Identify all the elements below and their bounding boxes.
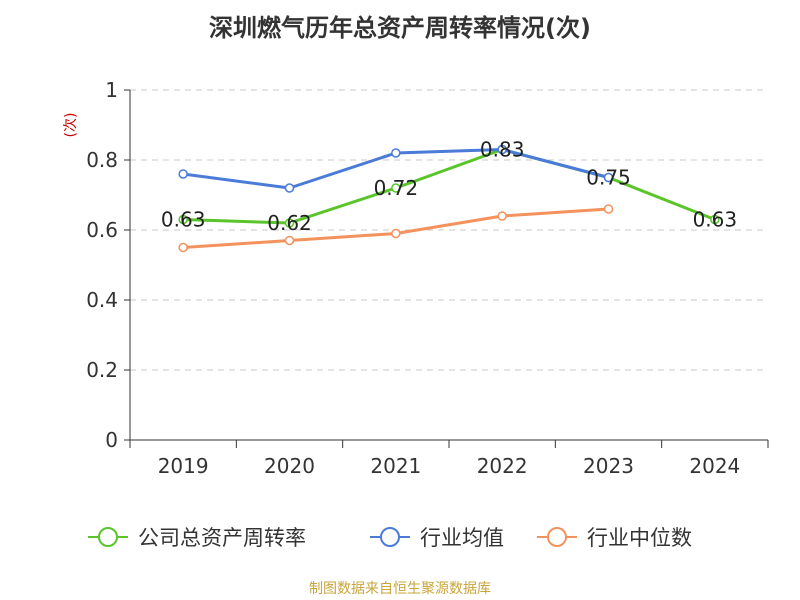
- series-point-3: [391, 228, 401, 239]
- series-point-1: [178, 214, 188, 225]
- series-point-2: [178, 169, 188, 179]
- series-point-3: [497, 211, 507, 221]
- data-label: 0.62: [267, 211, 312, 235]
- y-tick-label: 0: [105, 428, 118, 452]
- data-label: 0.83: [480, 138, 525, 162]
- x-tick-label: 2020: [264, 454, 315, 478]
- series-point-3: [284, 235, 295, 246]
- legend-marker-3: [547, 527, 567, 547]
- legend-label-3: 行业中位数: [587, 526, 692, 550]
- series-point-2: [603, 172, 614, 183]
- data-label: 0.63: [693, 208, 738, 232]
- x-tick-label: 2024: [689, 454, 740, 478]
- x-tick-label: 2023: [583, 454, 634, 478]
- data-label: 0.75: [586, 166, 631, 190]
- series-line-1: [183, 148, 716, 225]
- data-label: 0.72: [374, 176, 419, 200]
- chart-title: 深圳燃气历年总资产周转率情况(次): [209, 14, 591, 42]
- legend-marker-1: [98, 527, 118, 547]
- y-tick-label: 0.2: [86, 358, 118, 382]
- legend-label-2: 行业均值: [420, 526, 504, 550]
- y-tick-label: 0.4: [86, 288, 118, 312]
- series-point-3: [178, 242, 188, 253]
- x-tick-label: 2021: [370, 454, 421, 478]
- legend-label-1: 公司总资产周转率: [138, 526, 306, 550]
- series-point-2: [391, 148, 401, 158]
- series-point-3: [603, 204, 614, 214]
- legend-marker-2: [380, 527, 400, 547]
- data-label: 0.63: [161, 208, 206, 232]
- y-axis-label: (次): [63, 113, 79, 138]
- series-point-2: [284, 183, 295, 193]
- series-line-3: [183, 207, 609, 249]
- y-tick-label: 0.8: [86, 148, 118, 172]
- series-point-1: [391, 183, 401, 193]
- series-point-2: [497, 144, 507, 155]
- x-tick-label: 2019: [158, 454, 209, 478]
- series-point-1: [284, 218, 295, 228]
- y-tick-label: 1: [105, 78, 118, 102]
- x-tick-label: 2022: [477, 454, 528, 478]
- series-point-1: [710, 214, 720, 225]
- data-source-note: 制图数据来自恒生聚源数据库: [309, 581, 491, 597]
- y-tick-label: 0.6: [86, 218, 118, 242]
